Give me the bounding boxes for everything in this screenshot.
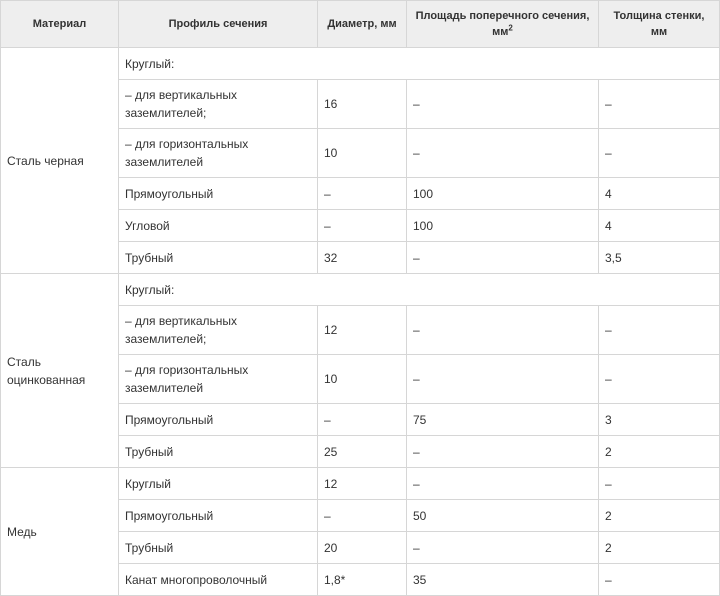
table-row: Медь Круглый 12 – – (0, 467, 720, 596)
table-row: Сталь черная Круглый: (0, 47, 720, 274)
profile-cell: Трубный (118, 435, 318, 468)
header-area-superscript: 2 (508, 23, 513, 33)
profile-cell: Прямоугольный (118, 499, 318, 532)
diameter-cell: 10 (317, 128, 407, 178)
table-row: Сталь оцинкованная Круглый: (0, 273, 720, 468)
wall-cell: 4 (598, 177, 720, 210)
wall-cell: 2 (598, 499, 720, 532)
profile-cell: – для горизонтальных заземлителей (118, 128, 318, 178)
header-material: Материал (0, 0, 119, 48)
area-cell: 100 (406, 177, 599, 210)
material-cell: Сталь черная (0, 47, 119, 274)
material-cell: Сталь оцинкованная (0, 273, 119, 468)
header-area-text: Площадь поперечного сечения, мм (415, 10, 590, 38)
diameter-cell: 20 (317, 531, 407, 564)
diameter-cell: – (317, 499, 407, 532)
wall-cell: – (598, 79, 720, 129)
header-row: Материал Профиль сечения Диаметр, мм Пло… (0, 0, 720, 48)
header-wall: Толщина стенки, мм (598, 0, 720, 48)
table-row: Канат многопроволочный 1,8* 35 – (1, 563, 720, 596)
table-row: – для вертикальных заземлителей; 16 – – (1, 79, 720, 129)
area-cell: – (406, 467, 599, 500)
header-diameter: Диаметр, мм (317, 0, 407, 48)
profile-group-label: Круглый: (118, 47, 720, 80)
profile-group-label: Круглый: (118, 273, 720, 306)
wall-cell: – (598, 128, 720, 178)
diameter-cell: 16 (317, 79, 407, 129)
profile-cell: – для вертикальных заземлителей; (118, 305, 318, 355)
profile-cell: Круглый (118, 467, 318, 500)
material-cell: Медь (0, 467, 119, 596)
diameter-cell: 32 (317, 241, 407, 274)
wall-cell: – (598, 563, 720, 596)
diameter-cell: – (317, 177, 407, 210)
wall-cell: – (598, 305, 720, 355)
table-row: Прямоугольный – 50 2 (1, 499, 720, 532)
profile-cell: Угловой (118, 209, 318, 242)
wall-cell: – (598, 467, 720, 500)
area-cell: – (406, 354, 599, 404)
area-cell: 35 (406, 563, 599, 596)
area-cell: – (406, 305, 599, 355)
wall-cell: 3 (598, 403, 720, 436)
table-row: Прямоугольный – 75 3 (1, 403, 720, 436)
table-row: – для горизонтальных заземлителей 10 – – (1, 354, 720, 404)
profile-cell: Прямоугольный (118, 403, 318, 436)
diameter-cell: 10 (317, 354, 407, 404)
profile-cell: – для вертикальных заземлителей; (118, 79, 318, 129)
profile-cell: Прямоугольный (118, 177, 318, 210)
wall-cell: 4 (598, 209, 720, 242)
table-row: Трубный 25 – 2 (1, 435, 720, 468)
table-row: – для горизонтальных заземлителей 10 – – (1, 128, 720, 178)
profile-cell: Канат многопроволочный (118, 563, 318, 596)
diameter-cell: – (317, 209, 407, 242)
wall-cell: 2 (598, 435, 720, 468)
area-cell: 75 (406, 403, 599, 436)
diameter-cell: 12 (317, 467, 407, 500)
area-cell: – (406, 531, 599, 564)
area-cell: 50 (406, 499, 599, 532)
header-profile: Профиль сечения (118, 0, 318, 48)
diameter-cell: – (317, 403, 407, 436)
area-cell: 100 (406, 209, 599, 242)
area-cell: – (406, 435, 599, 468)
profile-cell: Трубный (118, 531, 318, 564)
area-cell: – (406, 79, 599, 129)
wall-cell: 3,5 (598, 241, 720, 274)
wall-cell: – (598, 354, 720, 404)
wall-cell: 2 (598, 531, 720, 564)
profile-cell: – для горизонтальных заземлителей (118, 354, 318, 404)
table-row: Трубный 32 – 3,5 (1, 241, 720, 274)
diameter-cell: 1,8* (317, 563, 407, 596)
diameter-cell: 25 (317, 435, 407, 468)
area-cell: – (406, 128, 599, 178)
area-cell: – (406, 241, 599, 274)
header-area: Площадь поперечного сечения, мм2 (406, 0, 599, 48)
diameter-cell: 12 (317, 305, 407, 355)
profile-cell: Трубный (118, 241, 318, 274)
table-row: – для вертикальных заземлителей; 12 – – (1, 305, 720, 355)
